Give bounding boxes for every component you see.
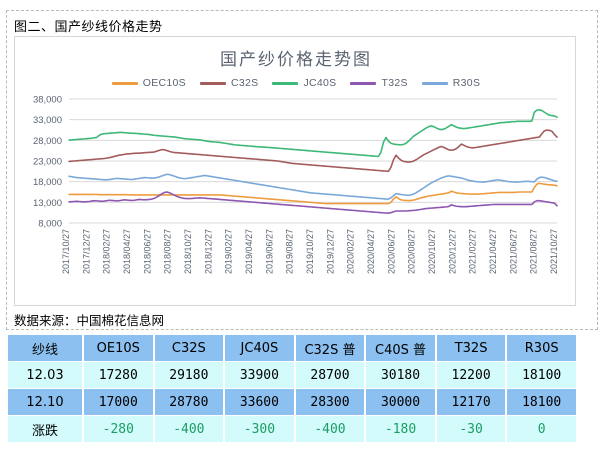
- table-row: 涨跌 -280 -400 -300 -400 -180 -30 0: [8, 416, 576, 442]
- legend-item-r30s[interactable]: R30S: [421, 77, 481, 89]
- x-axis-tick-label: 2021/04/27: [488, 229, 498, 274]
- table-cell: -300: [225, 416, 294, 442]
- legend-label: R30S: [452, 77, 481, 89]
- table-row: 12.10 17000 28780 33600 28300 30000 12170 18100: [8, 389, 576, 415]
- data-source-label: 数据来源：中国棉花信息网: [14, 313, 165, 328]
- table-cell: 28780: [154, 389, 224, 415]
- x-axis-tick-label: 2020/02/27: [346, 229, 356, 274]
- table-header-row: 纱线 OE10S C32S JC40S C32S 普 C40S 普 T32S R30S: [8, 335, 576, 361]
- x-axis-tick-label: 2021/02/27: [468, 229, 478, 274]
- table-cell: -180: [366, 416, 435, 442]
- table-cell: 30180: [366, 362, 435, 388]
- table-header-cell: C32S 普: [295, 335, 365, 361]
- legend-swatch-icon: [421, 81, 448, 85]
- x-axis-tick-label: 2020/04/27: [366, 229, 376, 274]
- table-cell: 18100: [507, 389, 576, 415]
- x-axis-tick-label: 2019/10/27: [305, 229, 315, 274]
- y-axis-tick-label: 13,000: [33, 198, 62, 209]
- legend-swatch-icon: [200, 81, 226, 85]
- legend-label: OEC10S: [142, 77, 186, 89]
- x-axis-tick-label: 2017/12/27: [81, 229, 91, 274]
- table-cell: 33900: [225, 362, 294, 388]
- legend-swatch-icon: [350, 81, 377, 85]
- table-cell: 18100: [507, 362, 576, 388]
- table-header-cell: T32S: [436, 335, 506, 361]
- table-cell: 0: [507, 416, 576, 442]
- chart-panel: 国产纱价格走势图 OEC10S C32S JC40S T32S R30S 8,000 13…: [14, 36, 576, 306]
- x-axis-tick-label: 2018/06/27: [142, 229, 152, 274]
- series-line-t32s: [68, 191, 558, 214]
- x-axis-tick-label: 2020/10/27: [427, 229, 437, 274]
- series-line-r30s: [68, 173, 558, 200]
- table-cell: 28700: [295, 362, 365, 388]
- legend-item-c32s[interactable]: C32S: [200, 77, 258, 89]
- y-axis-tick-label: 28,000: [33, 136, 62, 147]
- legend-item-jc40s[interactable]: JC40S: [272, 77, 336, 89]
- chart-legend: OEC10S C32S JC40S T32S R30S: [15, 77, 577, 89]
- x-axis-tick-label: 2019/06/27: [264, 229, 274, 274]
- series-line-oec10s: [68, 182, 558, 205]
- table-row-label: 12.03: [8, 362, 82, 388]
- chart-title: 国产纱价格走势图: [220, 50, 372, 70]
- table-cell: -400: [154, 416, 224, 442]
- y-axis-tick-label: 23,000: [33, 157, 62, 168]
- y-axis-tick-label: 8,000: [38, 219, 62, 230]
- x-axis-tick-label: 2020/12/27: [447, 229, 457, 274]
- table-cell: 28300: [295, 389, 365, 415]
- table-cell: 17000: [84, 389, 153, 415]
- legend-item-t32s[interactable]: T32S: [350, 77, 407, 89]
- legend-swatch-icon: [111, 81, 138, 85]
- legend-swatch-icon: [272, 81, 299, 85]
- table-cell: 30000: [366, 389, 435, 415]
- table-header-cell: C40S 普: [366, 335, 435, 361]
- table-header-cell: JC40S: [225, 335, 294, 361]
- section-title: 图二、国产纱线价格走势: [14, 20, 163, 35]
- x-axis-tick-label: 2021/06/27: [508, 229, 518, 274]
- x-axis-tick-label: 2018/12/27: [203, 229, 213, 274]
- x-axis-tick-label: 2019/02/27: [224, 229, 234, 274]
- x-axis-tick-label: 2017/10/27: [61, 229, 71, 274]
- report-figure-frame: [6, 10, 598, 330]
- table-header-cell: R30S: [507, 335, 576, 361]
- x-axis-tick-label: 2021/08/27: [529, 229, 539, 274]
- table-cell: 29180: [154, 362, 224, 388]
- table-header-cell: OE10S: [84, 335, 153, 361]
- table-cell: 12170: [436, 389, 506, 415]
- x-axis-tick-label: 2019/08/27: [285, 229, 295, 274]
- table-cell: 33600: [225, 389, 294, 415]
- table-row: 12.03 17280 29180 33900 28700 30180 12200 18100: [8, 362, 576, 388]
- table-cell: -400: [295, 416, 365, 442]
- table-cell: 12200: [436, 362, 506, 388]
- series-line-jc40s: [68, 108, 558, 158]
- table-cell: -280: [84, 416, 153, 442]
- legend-label: JC40S: [303, 77, 337, 89]
- legend-item-oec10s[interactable]: OEC10S: [111, 77, 186, 89]
- table-cell: 17280: [84, 362, 153, 388]
- series-line-c32s: [68, 129, 558, 173]
- y-axis-tick-label: 38,000: [33, 95, 62, 106]
- x-axis-tick-label: 2019/04/27: [244, 229, 254, 274]
- x-axis-tick-label: 2020/08/27: [407, 229, 417, 274]
- price-trend-line-chart: 8,000 13,000 18,000 23,000 28,000 33,000 38,00…: [33, 95, 559, 275]
- x-axis-tick-label: 2021/10/27: [549, 229, 559, 274]
- x-axis-tick-label: 2019/12/27: [325, 229, 335, 274]
- table-header-cell: 纱线: [8, 335, 82, 361]
- legend-label: T32S: [381, 77, 408, 89]
- x-axis-tick-label: 2018/04/27: [122, 229, 132, 274]
- x-axis-tick-label: 2018/10/27: [183, 229, 193, 274]
- y-axis-tick-label: 33,000: [33, 115, 62, 126]
- table-row-label: 12.10: [8, 389, 82, 415]
- table-header-cell: C32S: [154, 335, 224, 361]
- y-axis-tick-label: 18,000: [33, 177, 62, 188]
- table-cell: -30: [436, 416, 506, 442]
- table-row-label: 涨跌: [8, 416, 82, 442]
- x-axis-tick-label: 2018/08/27: [163, 229, 173, 274]
- x-axis-tick-label: 2018/02/27: [102, 229, 112, 274]
- x-axis-tick-label: 2020/06/27: [386, 229, 396, 274]
- legend-label: C32S: [231, 77, 259, 89]
- yarn-price-table: 纱线 OE10S C32S JC40S C32S 普 C40S 普 T32S R30S 12.0…: [6, 334, 578, 443]
